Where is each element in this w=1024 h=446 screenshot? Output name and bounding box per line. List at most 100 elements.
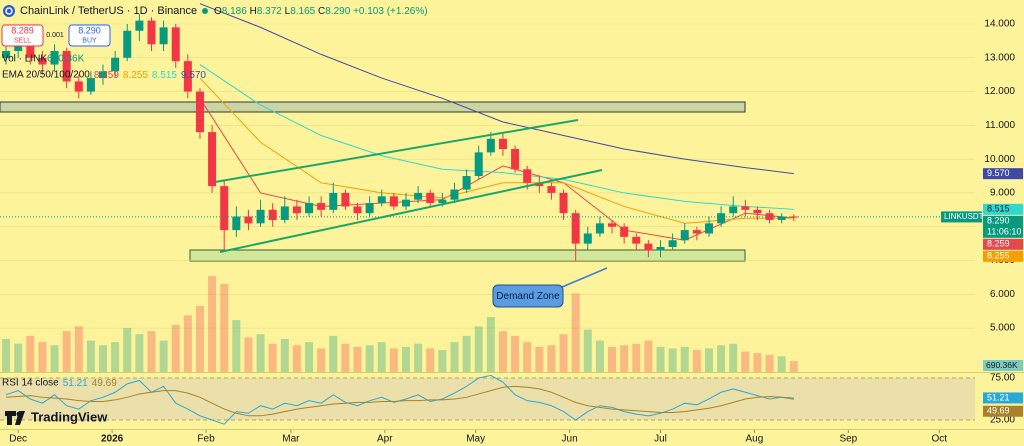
rsi-tag-label: 51.21 [987,392,1010,402]
candle-body [426,192,435,204]
channel-upper [214,119,579,183]
volume-bar [341,343,350,372]
candle-body [547,186,556,193]
sell-button[interactable] [1,24,44,47]
volume-bar [535,346,544,372]
ohlc-value: 8.372 [257,6,282,17]
y-tick-label: 9.000 [990,188,1015,199]
candle-body [414,192,423,200]
candle-body [486,138,495,153]
volume-bar [656,346,665,372]
rsi-ma-line [6,385,794,417]
spread: 0.001 [46,32,64,39]
price-tag-label: 8.515 [987,204,1010,214]
candle-body [608,223,617,227]
candle-body [680,230,689,241]
volume-bar [511,335,520,372]
buy-price: 8.290 [78,25,101,35]
ema-line [199,77,794,224]
rsi-band [0,377,975,421]
logo [3,5,15,17]
price-tag-label: 8.290 [987,216,1010,226]
volume-bar [183,315,192,372]
volume-bar [244,337,253,372]
volume-bar [523,342,532,372]
candle-body [511,149,520,170]
price-tag-box [983,250,1023,262]
candle-body [741,206,750,210]
price-tag-label: 8.259 [987,239,1010,249]
callout-text: Demand Zone [496,291,560,302]
ohlc-change: +0.103 (+1.26%) [353,6,428,17]
buy-label: BUY [82,37,97,44]
channel-lower [219,169,603,253]
candle-body [692,230,701,234]
volume-bar [753,353,762,372]
candle-body [450,189,459,200]
countdown-label: 11:06:10 [987,227,1021,237]
buy-button[interactable] [68,24,111,47]
volume-bar [14,343,23,372]
candle-body [389,196,398,207]
volume-bar [377,342,386,372]
volume-bar [438,350,447,372]
candle-body [292,206,301,214]
x-tick-label: Oct [931,434,947,445]
candle-body [171,27,180,62]
price-tag-box [983,215,1023,238]
volume-bar [789,361,798,372]
volume-bar [559,334,568,372]
candle-body [244,216,253,224]
candle-body [571,213,580,244]
brand: TradingView [5,409,108,425]
rsi-legend-value: 51.21 [63,378,88,389]
candle-body [208,132,217,187]
volume-bar [462,335,471,372]
demand-zone-box [189,249,746,262]
volume-bar [595,340,604,372]
volume-bar [50,345,59,372]
volume-bar [704,348,713,372]
candle-body [135,20,144,31]
logo-mark [5,7,13,15]
volume-bar [195,306,204,372]
volume-bar [450,342,459,372]
y-tick-label: 11.000 [985,120,1015,131]
volume-bar [123,328,132,372]
candle-body [353,206,362,214]
volume-bar [232,320,241,372]
ohlc-value: 8.165 [290,6,315,17]
volume-tag-label: 690.36K [986,360,1018,370]
candle-body [99,71,108,79]
ohlc-value: 8.290 [325,6,350,17]
candle-body [317,203,326,210]
price-tag-box [983,168,1023,180]
volume-bar [414,343,423,372]
drawings-over: Demand Zone [214,119,608,308]
x-tick-label: Aug [746,434,764,445]
y-tick-label: 10.000 [984,154,1015,165]
volume-bar [353,346,362,372]
candle-body [668,240,677,247]
volume-bar [292,345,301,372]
y-tick-label: 13.000 [984,52,1015,63]
rsi-tag-box [983,405,1023,417]
candle-body [789,216,798,218]
x-tick-label: Apr [377,434,393,445]
volume-bar [208,276,217,372]
sell-price: 8.289 [11,25,34,35]
y-tick-label: 6.000 [990,289,1015,300]
volume-bar [147,331,156,372]
x-tick-label: Dec [9,434,27,445]
volume-bar [777,356,786,372]
ohlc-value: 8.186 [222,6,247,17]
y-tick-label: 5.000 [990,323,1015,334]
candle-body [62,51,71,82]
ema-legend-value: 8.255 [123,70,148,81]
volume-bar [547,345,556,372]
candle-body [753,209,762,214]
volume-bar [280,339,289,372]
candle-body [704,223,713,234]
rsi-tick-label: 75.00 [990,373,1015,384]
volume-legend: Vol · LINK [2,54,47,65]
